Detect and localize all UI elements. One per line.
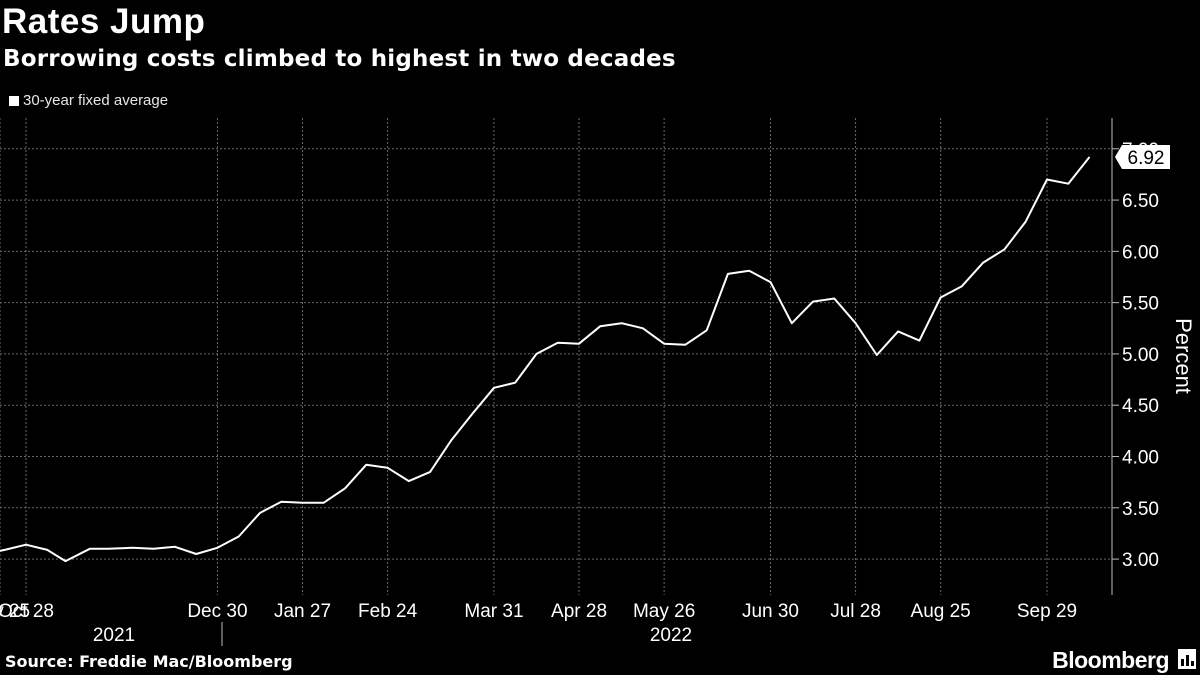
- brand-logo: Bloomberg: [1052, 647, 1169, 673]
- x-tick-label: Oct 28: [0, 601, 54, 622]
- last-value-callout: [1115, 144, 1170, 169]
- x-tick-label: Aug 25: [911, 601, 971, 622]
- bloomberg-bars-icon: [1178, 649, 1196, 669]
- y-tick-label: 6.00: [1122, 242, 1159, 263]
- x-tick-label: Dec 30: [187, 601, 247, 622]
- legend-swatch: [9, 95, 19, 106]
- y-tick-label: 5.50: [1122, 294, 1159, 315]
- x-tick-label: Nov 25: [0, 601, 30, 622]
- last-value-label: 6.92: [1128, 148, 1165, 169]
- y-tick-label: 5.00: [1122, 345, 1159, 366]
- source-note: Source: Freddie Mac/Bloomberg: [5, 652, 293, 671]
- x-tick-label: Feb 24: [358, 601, 418, 622]
- chart-title: Rates Jump: [2, 2, 206, 41]
- series-line-30-year-fixed: [0, 156, 1091, 563]
- x-tick-label: Mar 31: [464, 601, 523, 622]
- y-tick-label: 4.00: [1122, 448, 1159, 469]
- y-axis-title: Percent: [1171, 318, 1196, 394]
- x-tick-label: Jan 27: [274, 601, 331, 622]
- x-tick-label: Apr 28: [551, 601, 607, 622]
- x-tick-label: Jun 30: [742, 601, 799, 622]
- y-tick-label: 3.50: [1122, 499, 1159, 520]
- y-tick-label: 6.50: [1122, 191, 1159, 212]
- legend: 30-year fixed average: [9, 92, 168, 109]
- x-tick-label: May 26: [633, 601, 695, 622]
- x-tick-label: Sep 29: [1017, 601, 1077, 622]
- chart-subtitle: Borrowing costs climbed to highest in tw…: [3, 46, 676, 72]
- y-tick-label: 4.50: [1122, 396, 1159, 417]
- legend-label: 30-year fixed average: [23, 92, 169, 109]
- x-year-label: 2022: [650, 625, 692, 646]
- y-tick-label: 3.00: [1122, 550, 1159, 571]
- x-tick-label: Jul 28: [830, 601, 881, 622]
- x-year-label: 2021: [93, 625, 135, 646]
